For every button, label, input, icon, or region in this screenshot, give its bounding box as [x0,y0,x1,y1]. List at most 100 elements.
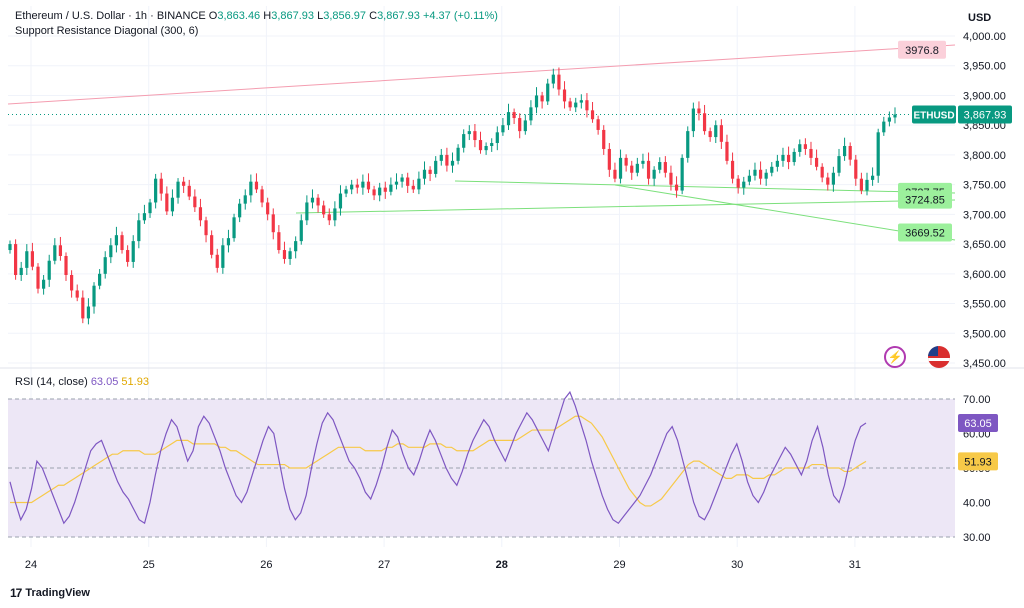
candle-body [198,207,203,221]
candle-body [764,172,768,179]
candle-body [618,157,623,179]
candle-body [389,184,393,192]
candle-body [820,166,824,178]
candle-body [86,306,91,319]
candle-body [680,157,684,191]
us-flag-icon[interactable] [928,346,950,368]
candle-body [747,175,751,182]
candle-body [702,113,707,132]
candle-body [753,169,757,176]
ohlc-low-label: L [317,10,324,22]
candle-body [602,129,606,149]
support-price-label: 3724.85 [905,195,945,207]
candle-body [204,220,208,236]
rsi-value: 63.05 [90,376,119,388]
candle-body [641,160,645,164]
candle-body [260,189,264,203]
flash-icon[interactable]: ⚡ [884,346,906,368]
candle-body [350,184,354,190]
symbol-legend[interactable]: Ethereum / U.S. Dollar · 1h · BINANCE O3… [15,10,498,22]
candle-body [814,157,819,167]
candle-body [848,145,852,160]
candle-body [562,89,567,102]
candle-body [674,184,679,191]
ohlc-close-label: C [369,10,378,22]
time-tick-label: 31 [849,559,861,571]
resistance-price-label-bg [898,40,946,59]
rsi-pane [8,390,955,538]
price-tick-label: 3,900.00 [963,90,1006,102]
ohlc-open-label: O [208,10,218,22]
candle-body [8,244,12,251]
rsi-ma-current-label-bg [958,452,998,471]
candle-body [159,178,163,194]
currency-label[interactable]: USD [968,12,992,24]
price-axis[interactable]: 4,000.003,950.003,900.003,850.003,800.00… [963,31,1006,370]
candle-body [355,184,359,188]
candle-body [327,214,331,221]
candle-body [310,197,315,203]
candle-body [630,165,634,173]
candle-body [831,172,835,185]
candle-body [551,74,555,84]
rsi-ma-line [10,415,867,507]
rsi-tick-label: 30.00 [963,532,991,544]
price-tick-label: 4,000.00 [963,31,1006,43]
candle-body [579,100,583,103]
last-symbol-label: ETHUSD [913,111,954,122]
candle-body [411,185,415,190]
candle-body [854,159,858,179]
candle-body [742,181,746,188]
candle-body [557,74,561,90]
candle-body [92,285,96,307]
price-tick-label: 3,700.00 [963,209,1006,221]
candle-body [887,117,891,122]
candle-body [215,254,219,268]
candle-body [434,160,438,174]
tradingview-logo[interactable]: 17 TradingView [10,586,90,600]
candle-body [837,156,841,173]
candle-body [540,95,544,102]
candle-body [501,125,505,133]
candle-body [826,177,830,185]
candle-body [781,154,785,161]
candle-body [478,140,483,151]
candle-body [333,208,337,221]
last-price-label: 3,867.93 [964,110,1007,122]
candle-body [64,255,68,276]
brand-name: TradingView [25,587,90,599]
candle-body [417,178,421,190]
candle-body [299,220,303,242]
candle-body [506,112,511,126]
candle-body [456,147,460,161]
rsi-current-label-bg [958,413,998,432]
candle-body [406,177,410,186]
support-price-label: 3669.52 [905,227,945,239]
price-tick-label: 3,750.00 [963,180,1006,192]
time-tick-label: 24 [25,559,37,571]
rsi-legend[interactable]: RSI (14, close) 63.05 51.93 [15,376,149,388]
candle-body [282,250,287,259]
ohlc-close: 3,867.93 [377,10,420,22]
candle-body [277,232,281,251]
candle-body [439,154,443,161]
indicator-legend[interactable]: Support Resistance Diagonal (300, 6) [15,25,198,37]
time-axis[interactable]: 24 25 26 27 28 29 30 31 [25,559,861,571]
candle-body [607,148,611,170]
price-tick-label: 3,500.00 [963,328,1006,340]
rsi-tick-label: 40.00 [963,498,991,510]
ohlc-open: 3,863.46 [217,10,261,22]
candle-body [19,267,23,276]
candle-body [770,166,774,173]
candle-body [534,95,539,108]
candle-body [210,235,214,255]
candle-body [182,181,186,186]
candle-body [137,220,141,242]
candle-body [792,151,796,163]
candle-body [170,197,175,212]
candle-body [378,187,382,196]
ohlc-low: 3,856.97 [323,10,367,22]
price-tick-label: 3,800.00 [963,150,1006,162]
